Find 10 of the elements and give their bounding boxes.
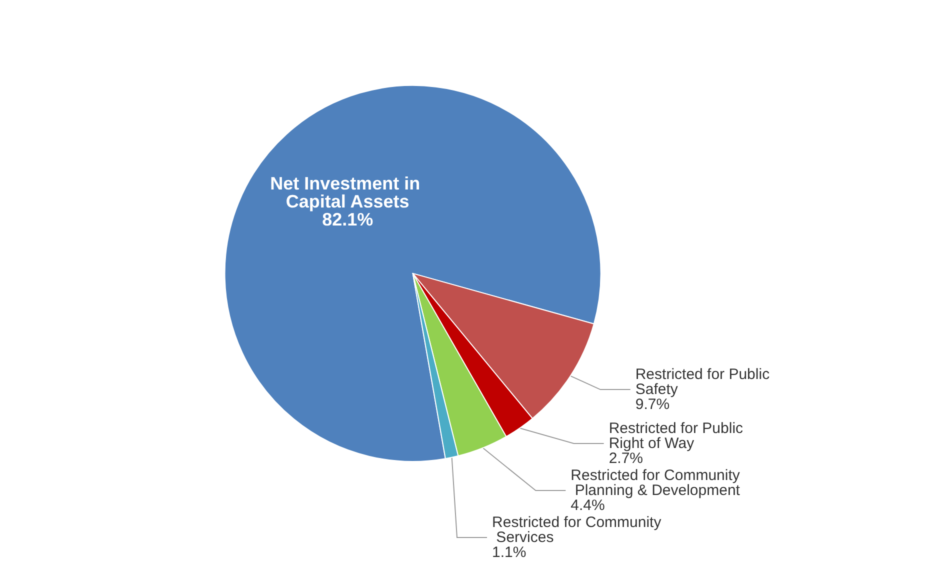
data-label: 9.7% [635,396,670,414]
slice-label: Restricted for Community Planning & Development [570,467,741,499]
data-label: 2.7% [608,450,644,467]
data-label: 1.1% [492,544,526,561]
slice-label: Restricted for Community Services [492,514,662,546]
slice-label: Restricted for Public Safety [635,366,774,398]
data-label: 4.4% [570,497,605,514]
slice-label: Net Investment in Capital Assets [270,174,426,212]
data-label: 82.1% [322,210,374,230]
slice-label: Restricted for Public Right of Way [608,420,748,452]
